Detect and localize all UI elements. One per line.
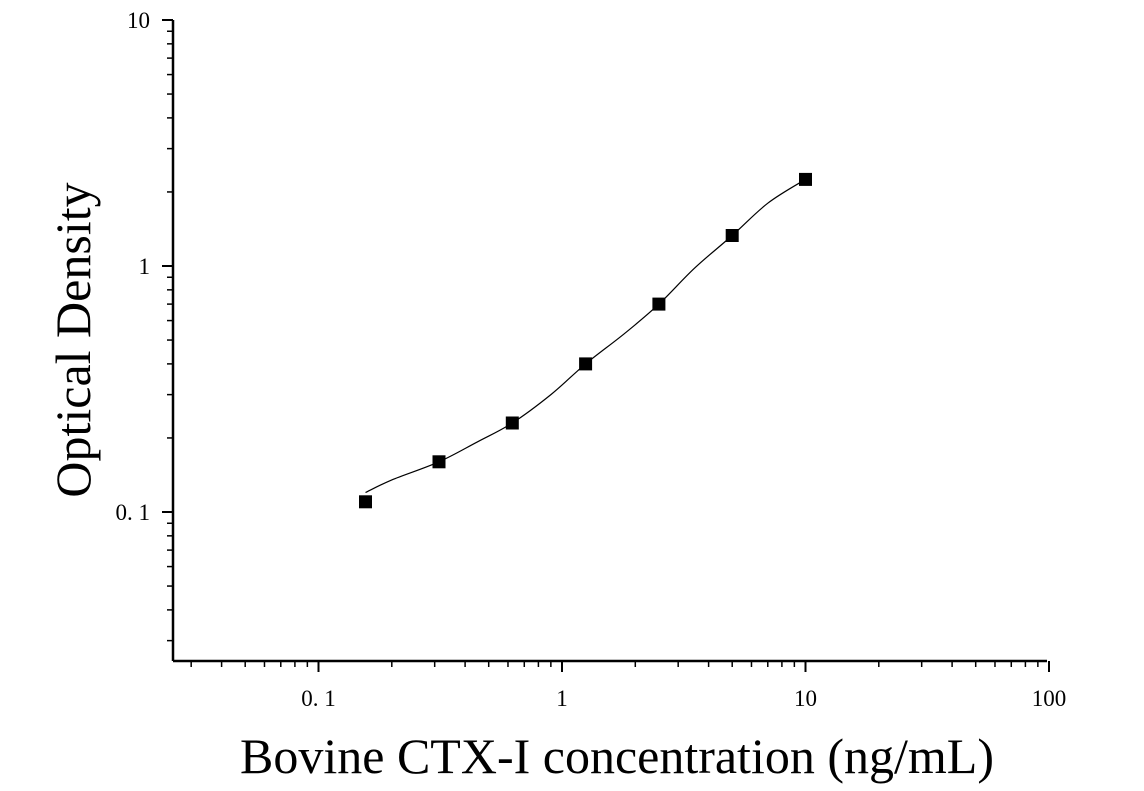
data-point xyxy=(432,455,446,469)
fit-curve-layer xyxy=(365,178,806,494)
y-tick-label: 0. 1 xyxy=(116,500,151,525)
y-tick-label: 1 xyxy=(139,254,151,279)
data-point xyxy=(505,416,519,430)
data-point xyxy=(799,172,812,186)
data-point xyxy=(652,297,666,311)
x-tick-label: 100 xyxy=(1032,686,1067,711)
data-point xyxy=(579,357,593,371)
fit-curve xyxy=(365,178,806,494)
tick-labels-layer: 0. 1 1 10 100 0. 1 1 10 xyxy=(116,8,1067,711)
y-tick-label: 10 xyxy=(127,8,150,33)
data-point xyxy=(359,495,372,509)
data-point xyxy=(725,229,739,242)
x-tick-label: 10 xyxy=(794,686,817,711)
axes-layer xyxy=(171,20,1047,663)
x-tick-label: 0. 1 xyxy=(301,686,336,711)
x-axis-title: Bovine CTX-I concentration (ng/mL) xyxy=(240,728,994,784)
ticks-layer xyxy=(162,19,1050,672)
y-axis-title: Optical Density xyxy=(45,182,101,497)
data-points-layer xyxy=(359,172,812,509)
x-tick-label: 1 xyxy=(556,686,568,711)
